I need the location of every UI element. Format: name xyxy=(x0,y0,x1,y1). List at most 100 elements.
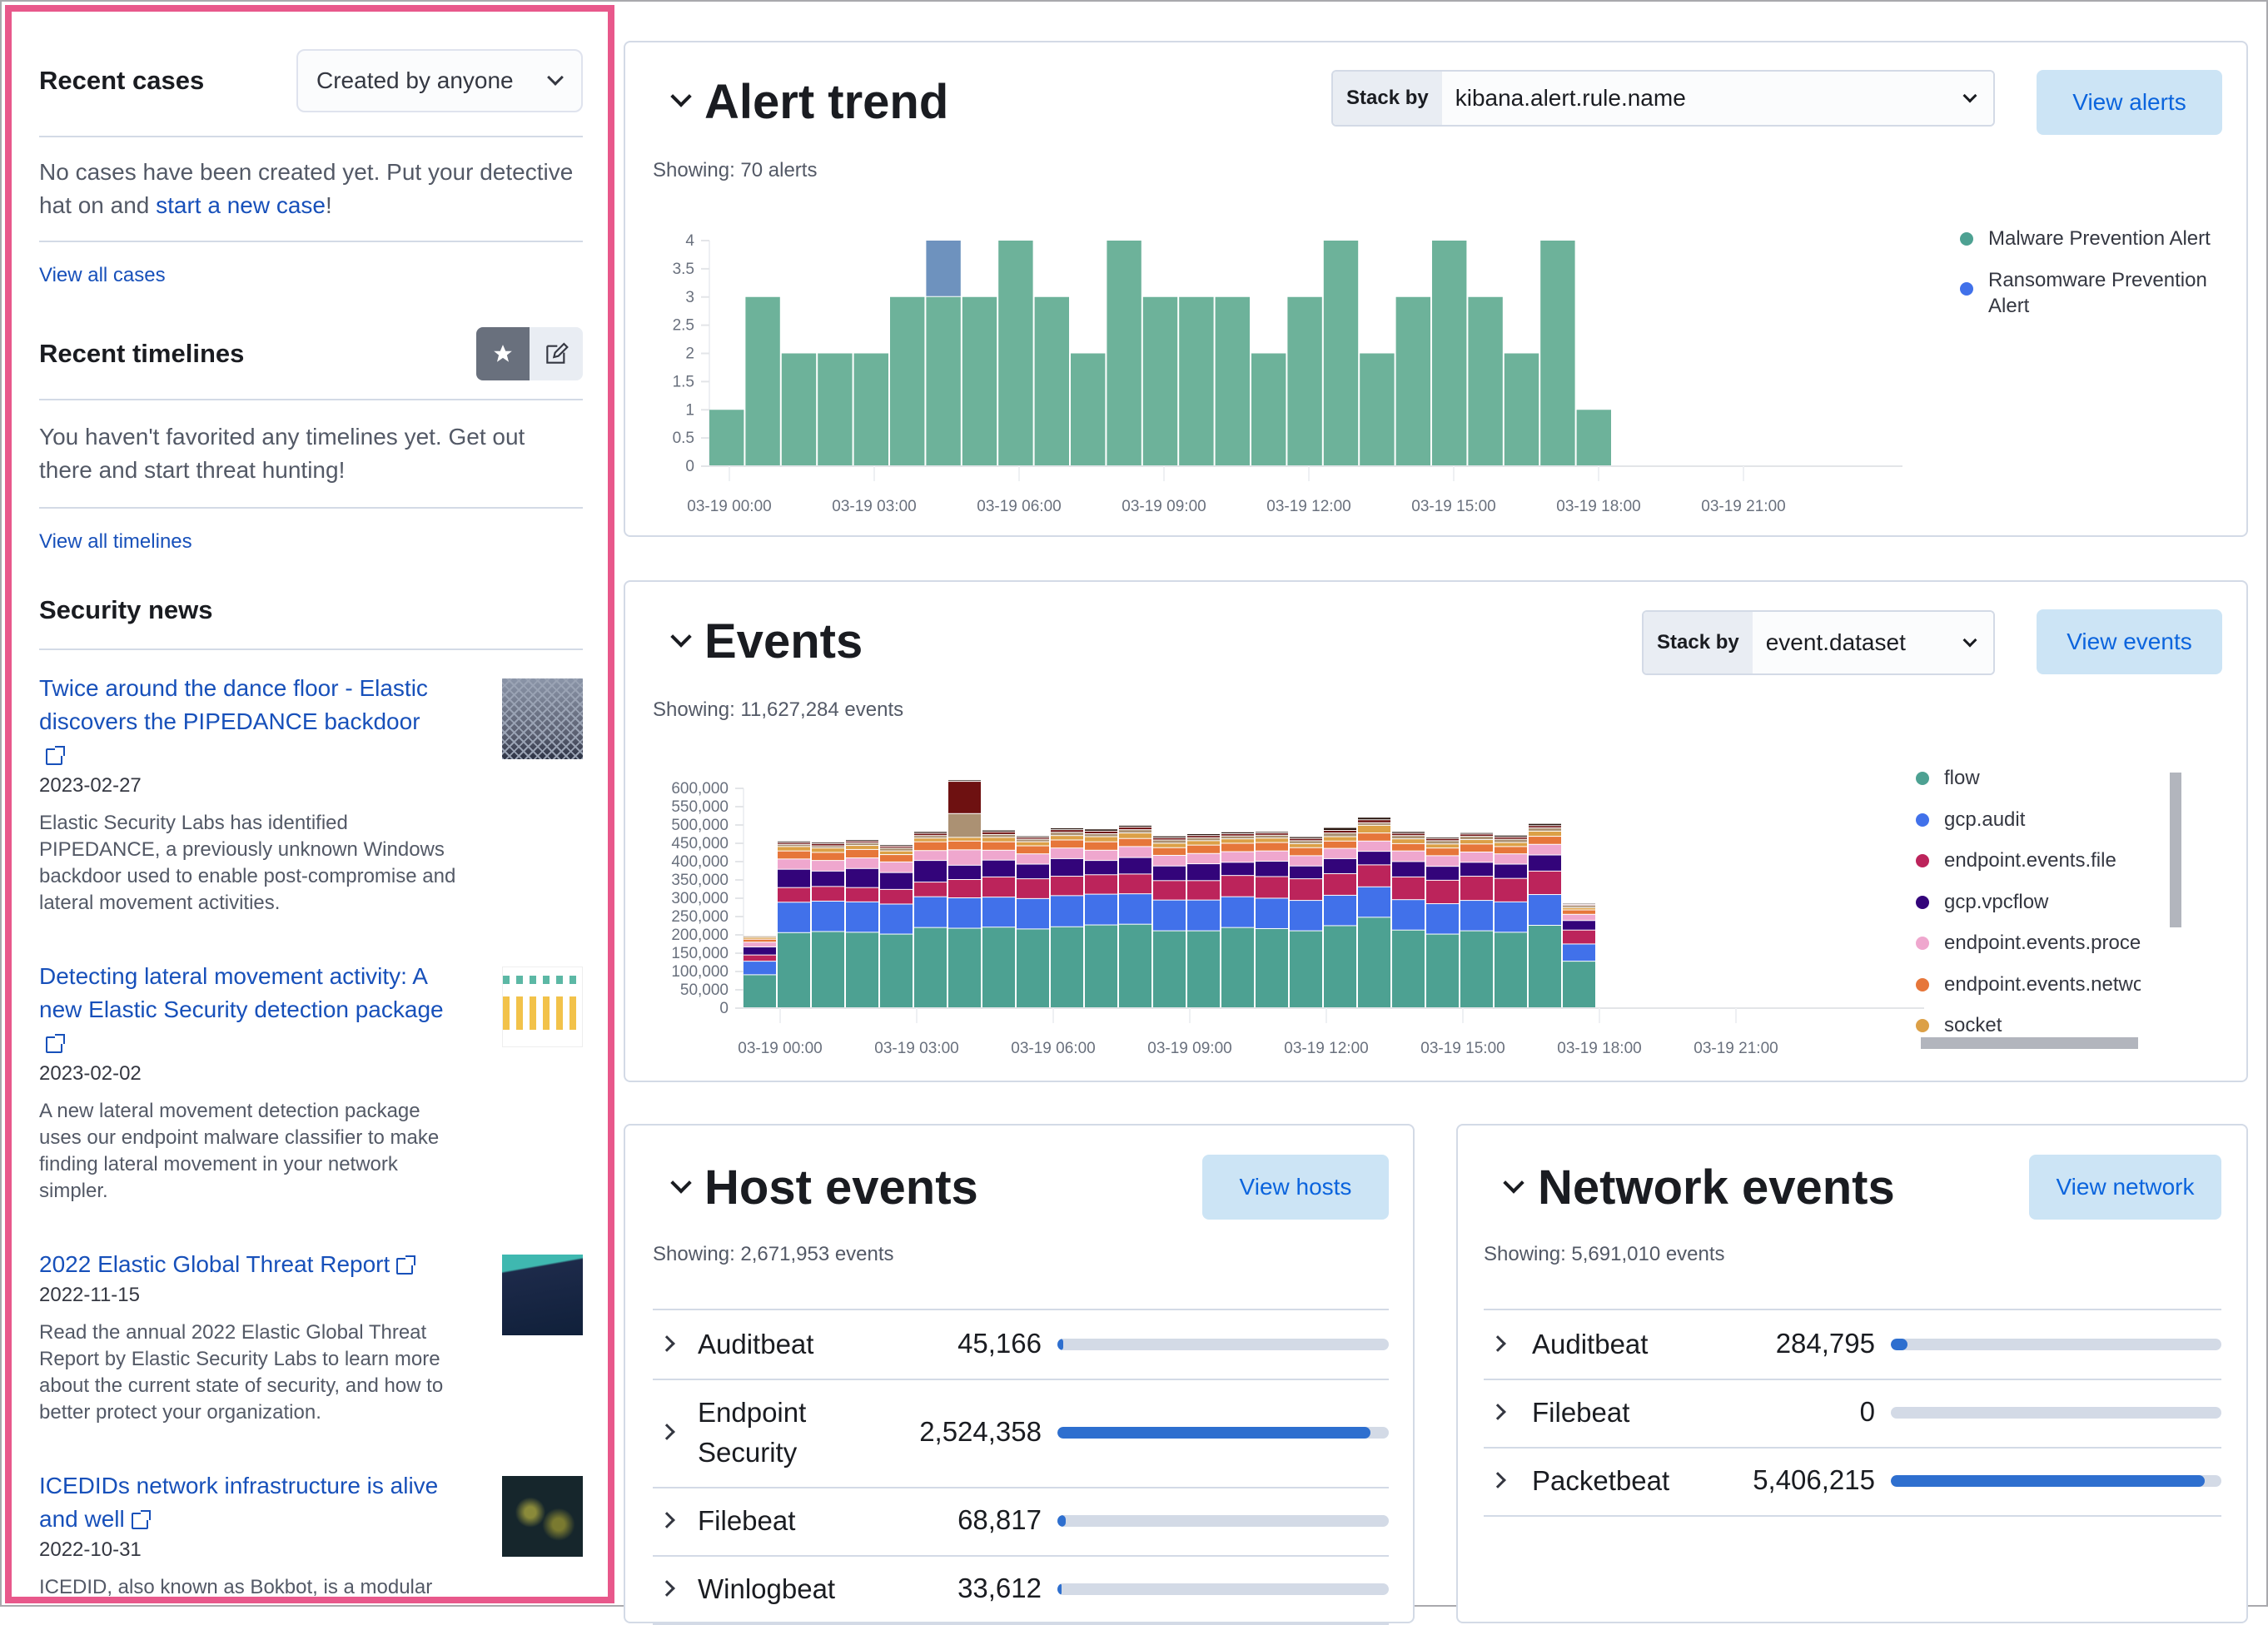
bar-segment-socket[interactable] xyxy=(1119,833,1151,838)
bar-segment-flow[interactable] xyxy=(812,932,844,1007)
bar-segment-flow[interactable] xyxy=(880,935,913,1007)
bar-segment-series-9[interactable] xyxy=(846,840,878,841)
bar-segment-gcp-vpcflow[interactable] xyxy=(982,861,1015,877)
bar-segment-endpoint-events-proce[interactable] xyxy=(982,851,1015,860)
bar-segment-socket[interactable] xyxy=(914,838,947,841)
bar-segment-socket[interactable] xyxy=(744,938,776,939)
bar-segment-series-7[interactable] xyxy=(982,835,1015,837)
legend-item[interactable]: Ransomware Prevention Alert xyxy=(1960,267,2210,319)
bar-segment-malware-prevention-alert[interactable] xyxy=(1468,297,1502,465)
legend-item[interactable]: flow xyxy=(1916,767,1980,790)
bar-segment-endpoint-events-proce[interactable] xyxy=(1221,852,1254,862)
bar-segment-gcp-vpcflow[interactable] xyxy=(1187,864,1220,880)
bar-segment-socket[interactable] xyxy=(1563,908,1595,910)
collapse-chevron-icon[interactable] xyxy=(670,1172,691,1193)
expand-chevron-icon[interactable] xyxy=(659,1580,675,1597)
bar-segment-flow[interactable] xyxy=(1358,917,1390,1007)
bar-segment-series-7[interactable] xyxy=(948,814,981,837)
bar-segment-endpoint-events-netwo[interactable] xyxy=(1426,848,1459,855)
expand-chevron-icon[interactable] xyxy=(659,1512,675,1528)
bar-segment-endpoint-events-netwo[interactable] xyxy=(778,852,810,859)
bar-segment-endpoint-events-file[interactable] xyxy=(1324,874,1356,895)
bar-segment-endpoint-events-file[interactable] xyxy=(812,887,844,901)
bar-segment-series-7[interactable] xyxy=(1460,837,1493,839)
bar-segment-series-9[interactable] xyxy=(1051,828,1083,829)
bar-segment-gcp-vpcflow[interactable] xyxy=(1358,852,1390,864)
bar-segment-series-9[interactable] xyxy=(1187,834,1220,835)
bar-segment-endpoint-events-netwo[interactable] xyxy=(880,855,913,862)
bar-segment-flow[interactable] xyxy=(1563,962,1595,1007)
bar-segment-series-8[interactable] xyxy=(1256,833,1288,835)
bar-segment-socket[interactable] xyxy=(1187,841,1220,844)
bar-segment-series-8[interactable] xyxy=(1119,827,1151,829)
bar-segment-gcp-audit[interactable] xyxy=(1085,895,1117,925)
bar-segment-gcp-vpcflow[interactable] xyxy=(1392,862,1425,876)
legend-item[interactable]: Malware Prevention Alert xyxy=(1960,227,2211,251)
bar-segment-series-8[interactable] xyxy=(1153,838,1186,840)
bar-segment-series-8[interactable] xyxy=(1017,837,1049,838)
bar-segment-endpoint-events-netwo[interactable] xyxy=(1017,847,1049,854)
bar-segment-gcp-audit[interactable] xyxy=(1495,902,1527,932)
bar-segment-malware-prevention-alert[interactable] xyxy=(962,297,997,465)
bar-segment-gcp-vpcflow[interactable] xyxy=(1085,861,1117,874)
bar-segment-series-9[interactable] xyxy=(1119,826,1151,827)
bar-segment-endpoint-events-file[interactable] xyxy=(1529,872,1561,894)
bar-segment-series-7[interactable] xyxy=(1017,840,1049,842)
bar-segment-gcp-vpcflow[interactable] xyxy=(778,870,810,887)
bar-segment-endpoint-events-file[interactable] xyxy=(1460,877,1493,900)
bar-segment-gcp-vpcflow[interactable] xyxy=(1460,862,1493,876)
bar-segment-endpoint-events-netwo[interactable] xyxy=(1324,842,1356,848)
bar-segment-endpoint-events-proce[interactable] xyxy=(1563,915,1595,920)
bar-segment-malware-prevention-alert[interactable] xyxy=(1216,297,1250,465)
view-network-button[interactable]: View network xyxy=(2029,1155,2221,1220)
bar-segment-series-9[interactable] xyxy=(1358,817,1390,819)
bar-segment-endpoint-events-proce[interactable] xyxy=(914,851,947,860)
bar-segment-flow[interactable] xyxy=(1324,926,1356,1007)
bar-segment-endpoint-events-netwo[interactable] xyxy=(1495,847,1527,853)
bar-segment-malware-prevention-alert[interactable] xyxy=(998,241,1032,465)
bar-segment-endpoint-events-netwo[interactable] xyxy=(1256,843,1288,851)
bar-segment-endpoint-events-netwo[interactable] xyxy=(1051,840,1083,847)
bar-segment-gcp-audit[interactable] xyxy=(846,902,878,932)
bar-segment-malware-prevention-alert[interactable] xyxy=(1396,297,1430,465)
bar-segment-endpoint-events-netwo[interactable] xyxy=(1392,844,1425,851)
bar-segment-endpoint-events-netwo[interactable] xyxy=(1119,839,1151,847)
legend-item[interactable]: gcp.audit xyxy=(1916,808,2025,832)
bar-segment-endpoint-events-file[interactable] xyxy=(982,877,1015,897)
bar-segment-endpoint-events-netwo[interactable] xyxy=(1085,842,1117,850)
bar-segment-socket[interactable] xyxy=(1290,844,1322,847)
bar-segment-endpoint-events-file[interactable] xyxy=(1563,931,1595,944)
bar-segment-series-8[interactable] xyxy=(1426,839,1459,841)
bar-segment-socket[interactable] xyxy=(812,848,844,852)
bar-segment-gcp-audit[interactable] xyxy=(1563,944,1595,961)
bar-segment-endpoint-events-file[interactable] xyxy=(1290,879,1322,900)
bar-segment-series-7[interactable] xyxy=(778,845,810,847)
bar-segment-series-8[interactable] xyxy=(1290,839,1322,841)
bar-segment-endpoint-events-file[interactable] xyxy=(778,888,810,902)
bar-segment-endpoint-events-proce[interactable] xyxy=(1153,856,1186,866)
bar-segment-series-7[interactable] xyxy=(1153,840,1186,842)
bar-segment-endpoint-events-netwo[interactable] xyxy=(1221,843,1254,851)
bar-segment-series-7[interactable] xyxy=(914,836,947,837)
bar-segment-socket[interactable] xyxy=(846,846,878,849)
bar-segment-socket[interactable] xyxy=(1529,832,1561,836)
bar-segment-series-8[interactable] xyxy=(1495,837,1527,839)
bar-segment-flow[interactable] xyxy=(1153,932,1186,1007)
bar-segment-series-8[interactable] xyxy=(982,832,1015,834)
bar-segment-series-7[interactable] xyxy=(1392,836,1425,838)
bar-segment-malware-prevention-alert[interactable] xyxy=(1107,241,1141,465)
created-by-dropdown[interactable]: Created by anyone xyxy=(296,49,583,112)
bar-segment-endpoint-events-file[interactable] xyxy=(1392,877,1425,899)
bar-segment-gcp-vpcflow[interactable] xyxy=(1324,859,1356,873)
news-title-link[interactable]: 2022 Elastic Global Threat Report xyxy=(39,1248,464,1281)
bar-segment-gcp-vpcflow[interactable] xyxy=(880,873,913,889)
bar-segment-endpoint-events-proce[interactable] xyxy=(1392,852,1425,862)
bar-segment-endpoint-events-netwo[interactable] xyxy=(1358,833,1390,841)
bar-segment-malware-prevention-alert[interactable] xyxy=(926,297,960,465)
bar-segment-malware-prevention-alert[interactable] xyxy=(745,297,779,465)
bar-segment-gcp-vpcflow[interactable] xyxy=(1426,867,1459,880)
bar-segment-endpoint-events-netwo[interactable] xyxy=(1563,911,1595,914)
